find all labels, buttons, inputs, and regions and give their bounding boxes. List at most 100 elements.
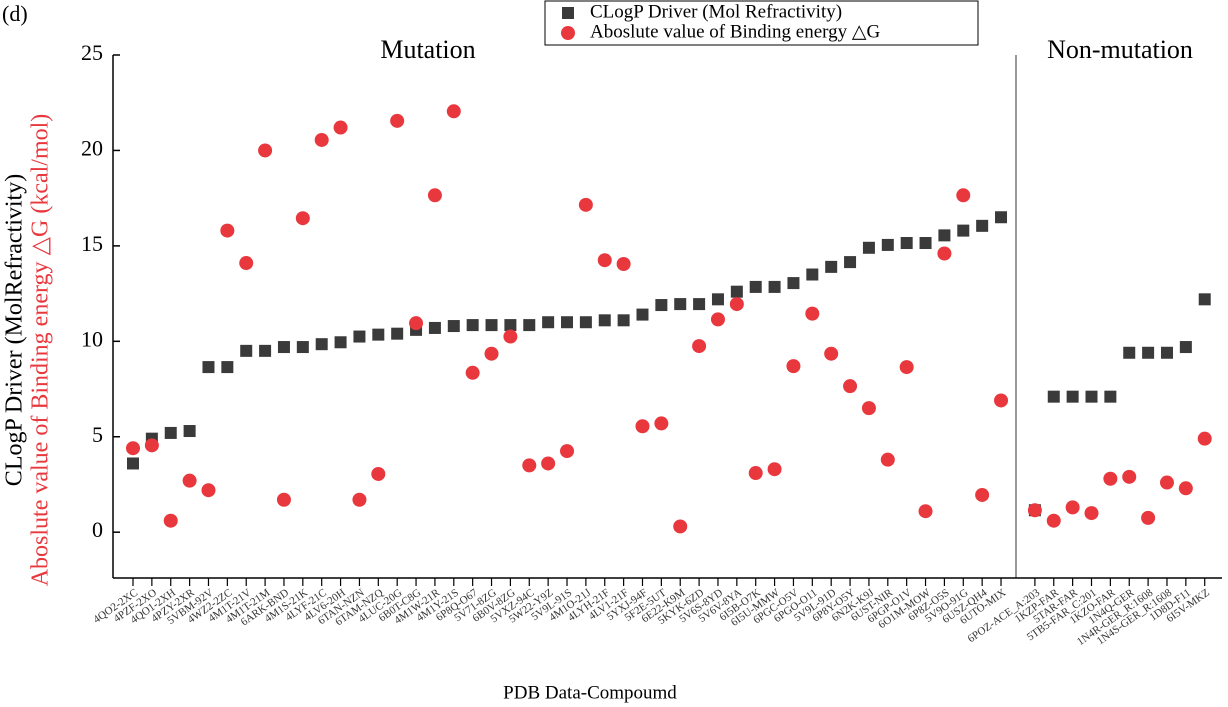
point [561, 316, 574, 329]
point [1179, 341, 1192, 354]
point [202, 361, 215, 374]
point [1160, 346, 1173, 359]
point [937, 246, 952, 261]
point [221, 361, 234, 374]
point [1085, 390, 1098, 403]
point [1047, 390, 1060, 403]
point [277, 341, 290, 354]
point [1122, 469, 1137, 484]
y-tick-label: 0 [92, 517, 103, 542]
point [1084, 506, 1099, 521]
point [710, 312, 725, 327]
point [1046, 513, 1061, 528]
point [183, 425, 196, 438]
y-axis-label: Aboslute value of Binding energy △G (kca… [28, 114, 54, 587]
point [843, 379, 858, 394]
point [994, 393, 1009, 408]
point [390, 113, 405, 128]
point [805, 306, 820, 321]
point [976, 219, 989, 232]
point [466, 319, 479, 332]
point [446, 104, 461, 119]
point [844, 256, 857, 269]
point [1065, 500, 1080, 515]
point [636, 308, 649, 321]
y-tick-label: 15 [81, 231, 103, 256]
point [692, 339, 707, 354]
point [824, 346, 839, 361]
point [899, 360, 914, 375]
point [334, 336, 347, 349]
point [126, 441, 140, 456]
point [239, 256, 254, 271]
point [1103, 471, 1118, 486]
point [1178, 481, 1193, 496]
point [240, 344, 253, 357]
y-axis-label: CLogP Driver (MolRefractivity) [2, 174, 28, 486]
point [465, 365, 480, 380]
point [616, 257, 631, 272]
y-tick-label: 20 [81, 135, 103, 160]
point [956, 188, 971, 203]
point [371, 466, 386, 481]
point [1027, 503, 1042, 518]
point [711, 293, 724, 306]
point [995, 211, 1008, 224]
legend-label: Aboslute value of Binding energy △G [590, 21, 881, 42]
point [787, 277, 800, 290]
point [163, 513, 178, 528]
point [258, 143, 273, 158]
point [767, 462, 782, 477]
point [164, 426, 177, 439]
point [144, 438, 159, 453]
point [674, 298, 687, 311]
point [975, 487, 990, 502]
point [333, 120, 348, 135]
point [447, 320, 460, 333]
point [523, 319, 536, 332]
point [409, 316, 424, 331]
point [372, 328, 385, 341]
point [504, 319, 517, 332]
point [352, 492, 367, 507]
y-tick-label: 5 [92, 422, 103, 447]
point [749, 280, 762, 293]
point [485, 319, 498, 332]
point [654, 416, 669, 431]
point [1104, 390, 1117, 403]
point [825, 260, 838, 273]
point [1141, 510, 1156, 525]
annotation: Mutation [380, 35, 475, 64]
point [862, 241, 875, 254]
x-axis-label: PDB Data-Compoumd [503, 682, 677, 703]
point [259, 344, 272, 357]
point [748, 466, 763, 481]
point [598, 314, 611, 327]
point [1159, 475, 1174, 490]
point [693, 298, 706, 311]
point [353, 330, 366, 343]
annotation: Non-mutation [1047, 35, 1193, 64]
point [786, 359, 801, 374]
point [881, 238, 894, 251]
legend-marker [561, 26, 575, 40]
point [296, 341, 309, 354]
point [730, 285, 743, 298]
point [1123, 346, 1136, 359]
point [918, 504, 933, 519]
point [579, 316, 592, 329]
point [503, 329, 518, 344]
point [729, 297, 744, 312]
legend-marker [562, 7, 574, 19]
point [861, 401, 876, 416]
point [919, 237, 932, 250]
point [314, 132, 329, 147]
point [1197, 431, 1212, 446]
point [220, 223, 235, 238]
point [276, 492, 291, 507]
point [315, 338, 328, 351]
y-tick-label: 10 [81, 326, 103, 351]
point [655, 299, 668, 312]
point [806, 268, 819, 281]
point [768, 280, 781, 293]
